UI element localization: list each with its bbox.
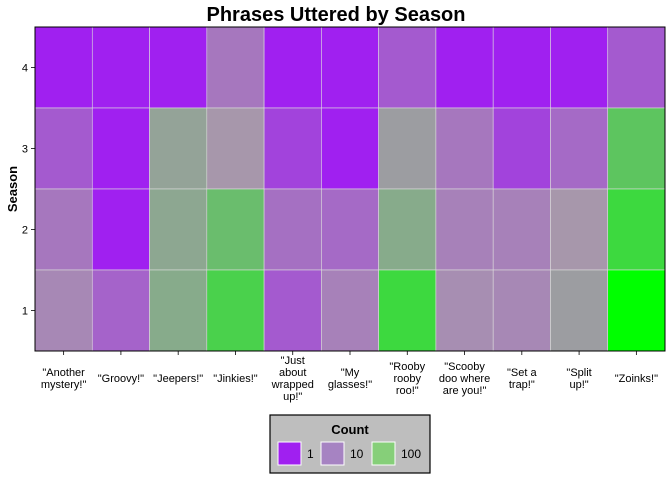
heatmap-cell: [263, 26, 322, 109]
heatmap-cell: [607, 188, 666, 271]
heatmap-cell: [321, 188, 379, 271]
heatmap-cell: [607, 107, 666, 190]
heatmap-cells: [34, 26, 666, 352]
heatmap-cell: [607, 26, 666, 109]
heatmap-cell: [34, 188, 93, 271]
heatmap-cell: [607, 269, 666, 352]
heatmap-cell: [91, 269, 150, 352]
x-tick-label: "Scooby doo where are you!": [439, 361, 490, 397]
y-tick-label: 3: [22, 144, 28, 156]
heatmap-cell: [321, 269, 379, 352]
heatmap-cell: [263, 269, 322, 352]
heatmap-cell: [149, 107, 208, 190]
heatmap-cell: [435, 26, 494, 109]
chart-title: Phrases Uttered by Season: [207, 4, 466, 26]
legend-label: 10: [350, 447, 364, 461]
legend-title: Count: [331, 422, 369, 437]
legend-swatch: [371, 441, 396, 466]
heatmap-cell: [149, 188, 208, 271]
heatmap-cell: [321, 26, 379, 109]
heatmap-cell: [378, 188, 437, 271]
heatmap-cell: [435, 269, 494, 352]
y-axis-title: Season: [5, 166, 20, 212]
heatmap-cell: [378, 269, 437, 352]
legend-swatch: [277, 441, 302, 466]
x-tick-label: "Set a trap!": [507, 367, 537, 391]
heatmap-cell: [435, 188, 494, 271]
heatmap-cell: [91, 26, 150, 109]
heatmap-cell: [34, 26, 93, 109]
legend-label: 100: [401, 447, 421, 461]
heatmap-cell: [435, 107, 494, 190]
legend-swatch: [320, 441, 345, 466]
y-tick-label: 2: [22, 225, 28, 237]
x-tick-label: "Rooby rooby roo!": [389, 361, 425, 397]
heatmap-cell: [550, 269, 609, 352]
x-tick-label: "Jeepers!": [153, 373, 203, 385]
x-tick-label: "Jinkies!": [213, 373, 258, 385]
heatmap-cell: [263, 188, 322, 271]
x-tick-label: "Another mystery!": [41, 367, 87, 391]
heatmap-cell: [492, 107, 551, 190]
heatmap-cell: [149, 269, 208, 352]
x-tick-label: "Split up!": [566, 367, 591, 391]
x-tick-label: "Just about wrapped up!": [271, 355, 314, 403]
heatmap-cell: [206, 188, 265, 271]
heatmap-cell: [550, 26, 609, 109]
legend: Count 1 10 100: [269, 414, 431, 474]
heatmap-cell: [91, 107, 150, 190]
heatmap-cell: [34, 107, 93, 190]
heatmap-cell: [378, 107, 437, 190]
y-axis-ticks: 1 2 3 4: [22, 63, 35, 318]
legend-label: 1: [307, 447, 314, 461]
heatmap-cell: [378, 26, 437, 109]
heatmap-cell: [321, 107, 379, 190]
heatmap-cell: [34, 269, 93, 352]
heatmap-cell: [550, 188, 609, 271]
x-tick-label: "Zoinks!": [615, 373, 658, 385]
heatmap-cell: [149, 26, 208, 109]
y-tick-label: 4: [22, 63, 28, 75]
x-tick-label: "My glasses!": [328, 367, 372, 391]
heatmap-cell: [492, 269, 551, 352]
heatmap-cell: [550, 107, 609, 190]
heatmap-cell: [263, 107, 322, 190]
heatmap-cell: [206, 107, 265, 190]
heatmap-cell: [91, 188, 150, 271]
heatmap-cell: [206, 269, 265, 352]
y-tick-label: 1: [22, 306, 28, 318]
heatmap-cell: [492, 26, 551, 109]
heatmap-cell: [492, 188, 551, 271]
heatmap-cell: [206, 26, 265, 109]
x-axis-ticks: "Another mystery!" "Groovy!" "Jeepers!" "Jin…: [41, 351, 658, 403]
x-tick-label: "Groovy!": [98, 373, 144, 385]
